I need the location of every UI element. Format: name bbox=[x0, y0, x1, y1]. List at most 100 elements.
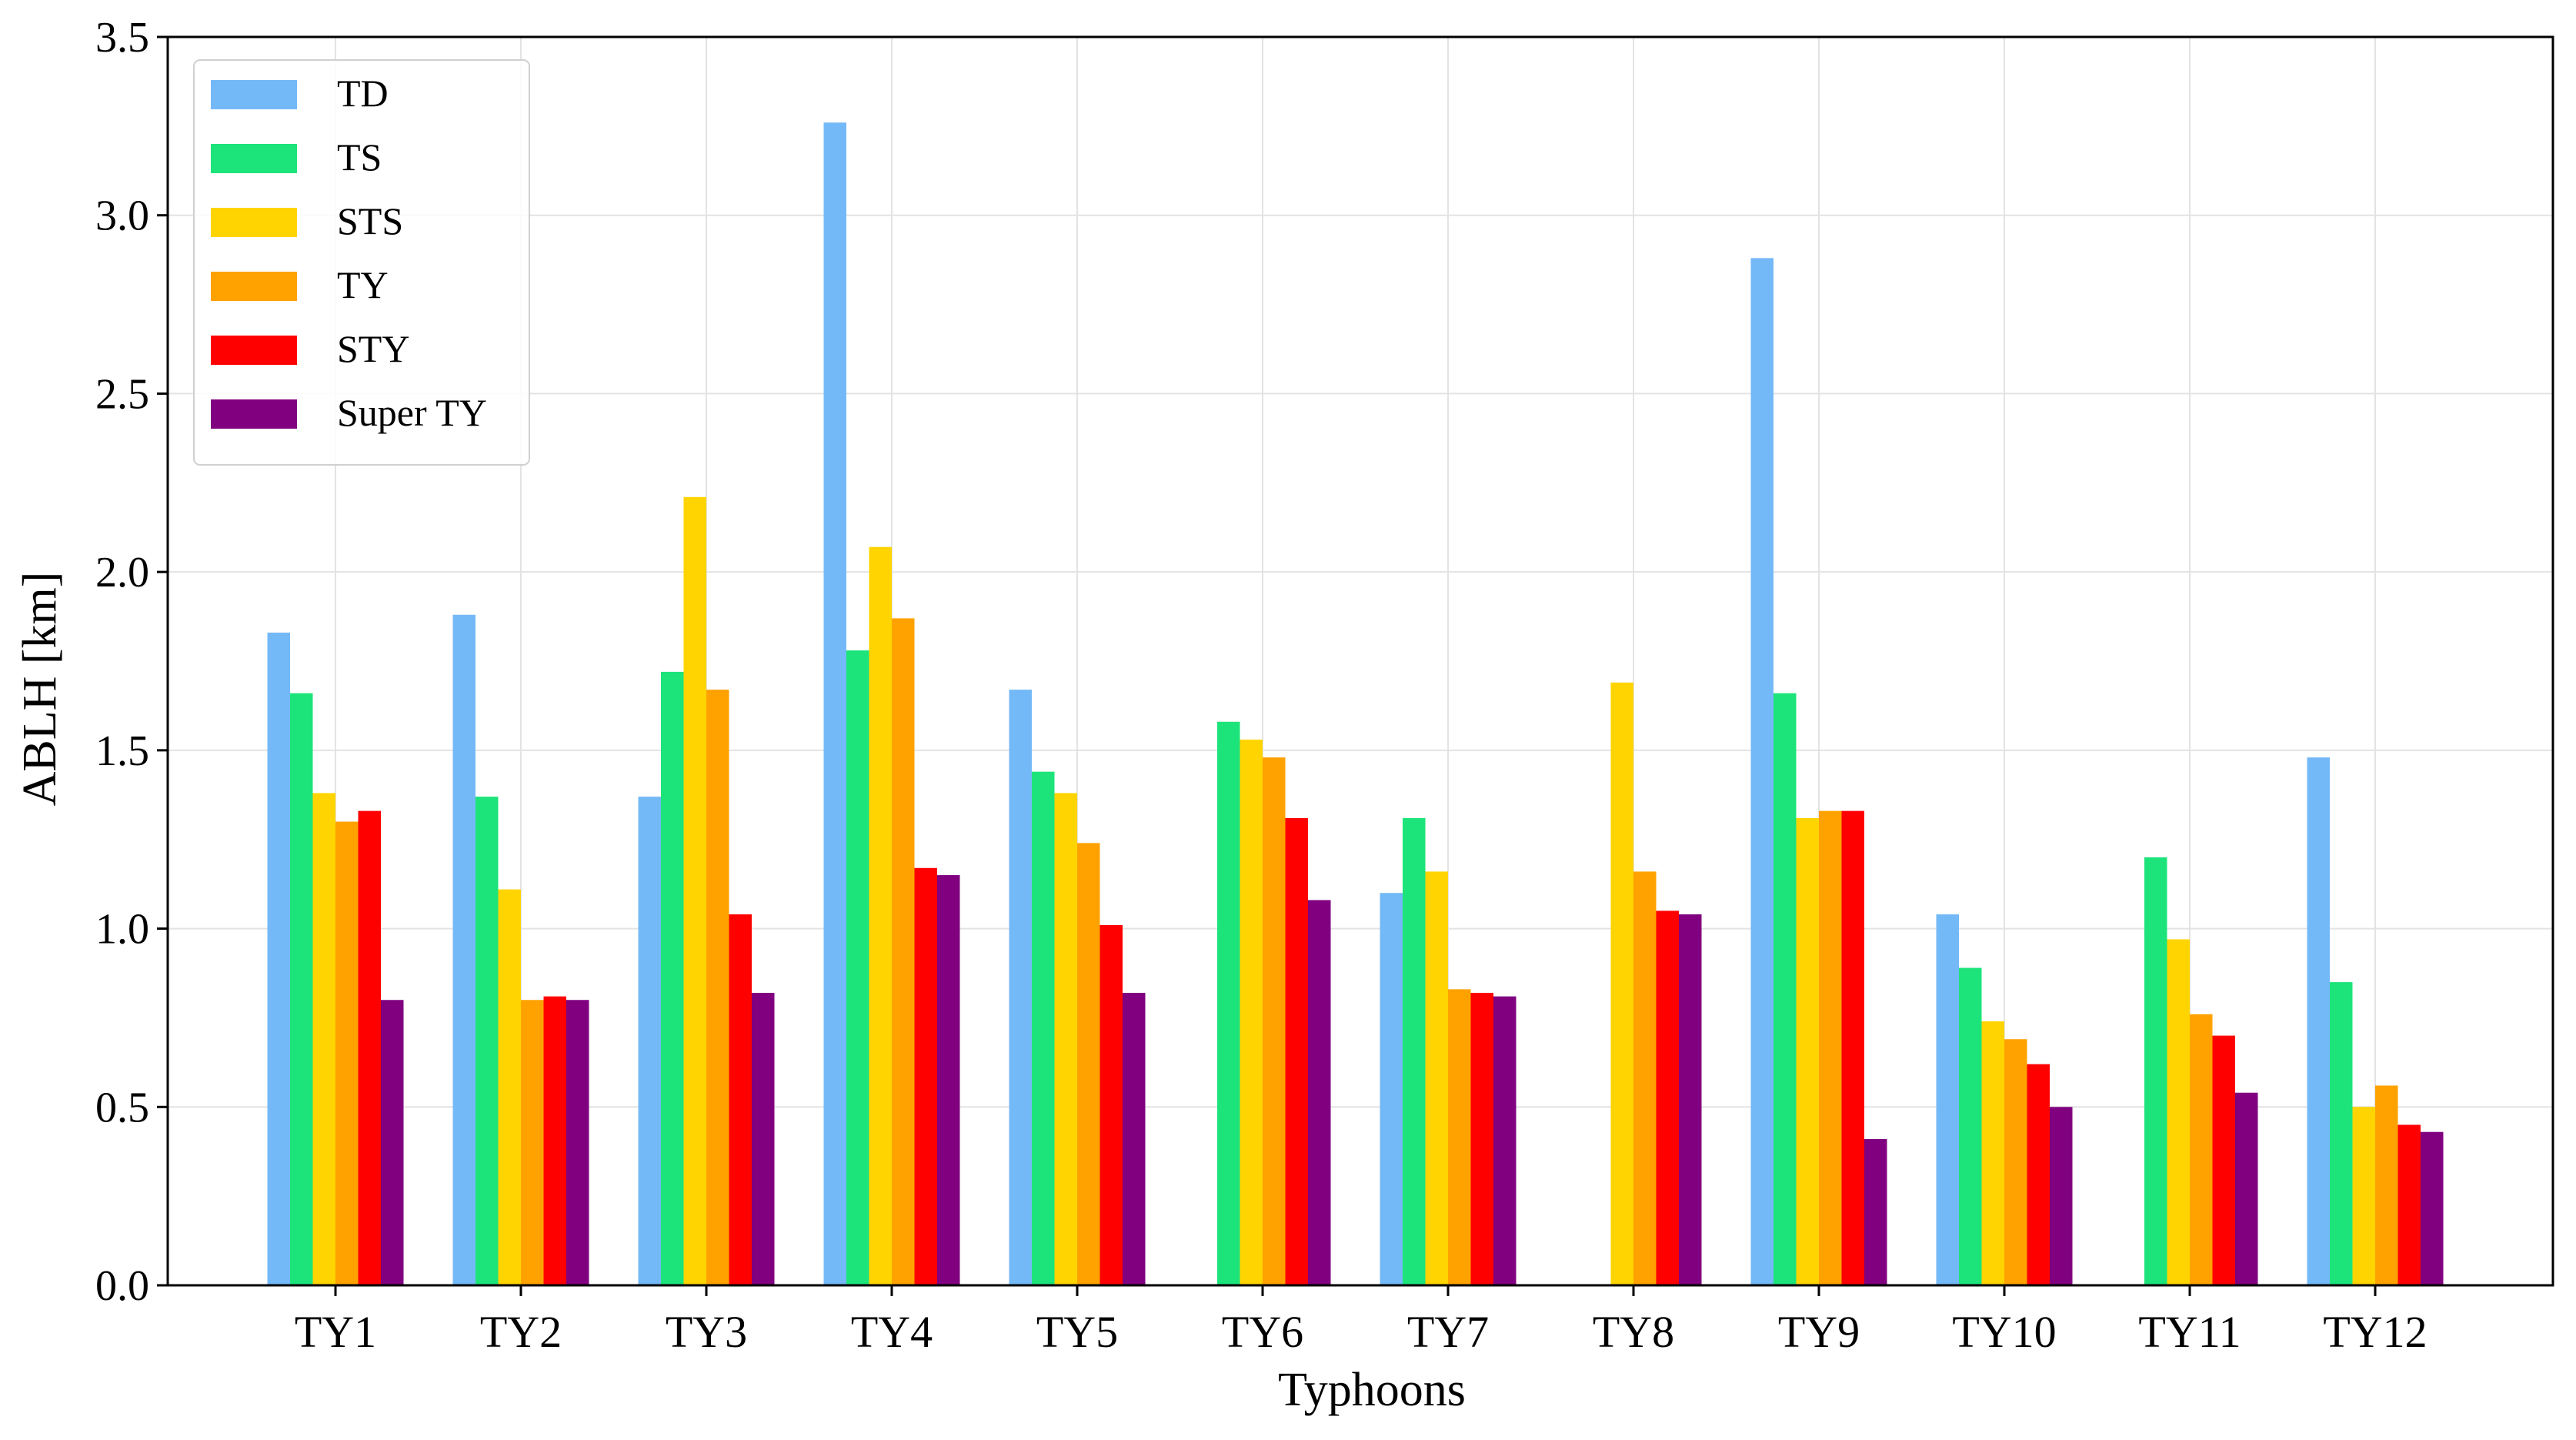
bar-ty6-ty bbox=[1263, 757, 1286, 1285]
bar-ty9-ty bbox=[1819, 810, 1842, 1285]
bar-ty5-sts bbox=[1054, 793, 1077, 1285]
bar-ty3-td bbox=[638, 797, 661, 1285]
x-tick-label: TY11 bbox=[2138, 1307, 2241, 1357]
x-tick-label: TY1 bbox=[295, 1307, 376, 1357]
bar-ty11-ty bbox=[2190, 1014, 2213, 1285]
x-tick-label: TY5 bbox=[1036, 1307, 1118, 1357]
bar-ty9-sts bbox=[1796, 817, 1819, 1285]
bar-ty7-ts bbox=[1403, 817, 1426, 1285]
axes-layer bbox=[166, 35, 2554, 1287]
x-tick-label: TY3 bbox=[666, 1307, 747, 1357]
legend-label: STS bbox=[337, 199, 403, 242]
bar-ty12-sty bbox=[2397, 1124, 2421, 1285]
bar-ty10-ts bbox=[1959, 967, 1982, 1285]
bar-ty5-ty bbox=[1077, 843, 1100, 1285]
x-tick-label: TY7 bbox=[1407, 1307, 1489, 1357]
y-tick-label: 1.5 bbox=[95, 727, 149, 775]
y-tick-label: 0.5 bbox=[95, 1084, 149, 1131]
x-tick-label: TY9 bbox=[1778, 1307, 1860, 1357]
bar-ty2-sts bbox=[498, 889, 521, 1285]
bar-ty3-ty bbox=[706, 690, 729, 1285]
bar-ty4-td bbox=[823, 122, 846, 1285]
bar-ty1-sts bbox=[312, 793, 335, 1285]
x-tick-label: TY4 bbox=[851, 1307, 933, 1357]
y-tick-label: 0.0 bbox=[95, 1262, 149, 1310]
bar-ty12-td bbox=[2307, 757, 2330, 1285]
bar-ty9-td bbox=[1750, 258, 1774, 1286]
y-tick-label: 2.0 bbox=[95, 549, 149, 596]
bar-ty2-ty bbox=[521, 1000, 544, 1285]
bar-ty10-sts bbox=[1981, 1021, 2004, 1285]
bar-ty8-sts bbox=[1610, 682, 1633, 1285]
bar-ty2-super-ty bbox=[566, 1000, 589, 1285]
y-tick-label: 1.0 bbox=[95, 906, 149, 954]
bar-ty11-ts bbox=[2144, 857, 2167, 1285]
bar-ty1-ty bbox=[335, 821, 359, 1285]
y-tick-label: 3.0 bbox=[95, 192, 149, 240]
legend: TD TS STS TY STY Super TY bbox=[193, 59, 530, 466]
bar-ty1-sty bbox=[358, 810, 381, 1285]
legend-swatch bbox=[211, 399, 297, 429]
legend-swatch bbox=[211, 336, 297, 365]
bar-ty8-super-ty bbox=[1679, 914, 1702, 1285]
bar-ty12-sts bbox=[2352, 1107, 2375, 1285]
legend-swatch bbox=[211, 272, 297, 301]
y-tick-label: 2.5 bbox=[95, 370, 149, 418]
legend-label: Super TY bbox=[337, 391, 487, 434]
bar-ty12-super-ty bbox=[2421, 1131, 2444, 1285]
bar-ty7-sty bbox=[1470, 992, 1493, 1285]
bar-ty11-sty bbox=[2212, 1035, 2235, 1285]
bar-ty9-ts bbox=[1774, 693, 1797, 1285]
bar-ty9-sty bbox=[1841, 810, 1864, 1285]
x-tick-label: TY2 bbox=[480, 1307, 562, 1357]
bar-ty10-ty bbox=[2004, 1039, 2027, 1285]
bar-ty11-super-ty bbox=[2235, 1092, 2258, 1285]
bar-ty10-td bbox=[1936, 914, 1959, 1285]
bar-ty1-ts bbox=[290, 693, 313, 1285]
legend-label: TD bbox=[337, 72, 389, 115]
bar-ty11-sts bbox=[2167, 939, 2190, 1285]
bar-ty12-ty bbox=[2375, 1085, 2398, 1285]
bar-ty7-td bbox=[1380, 893, 1403, 1285]
bar-ty6-super-ty bbox=[1308, 900, 1331, 1285]
y-axis-title: ABLH [km] bbox=[14, 572, 66, 807]
bar-ty8-ty bbox=[1633, 871, 1657, 1285]
x-tick-label: TY10 bbox=[1952, 1307, 2056, 1357]
bar-ty6-sts bbox=[1240, 739, 1263, 1285]
plot-frame bbox=[166, 35, 2554, 1287]
bar-ty12-ts bbox=[2330, 982, 2353, 1285]
bar-ty8-sty bbox=[1656, 910, 1679, 1285]
bar-ty7-super-ty bbox=[1493, 996, 1517, 1285]
bar-ty4-ty bbox=[892, 618, 915, 1285]
bar-ty3-sty bbox=[729, 914, 752, 1285]
bar-ty6-sty bbox=[1285, 817, 1308, 1285]
bar-ty10-sty bbox=[2027, 1064, 2050, 1285]
legend-label: STY bbox=[337, 327, 409, 370]
legend-swatch bbox=[211, 144, 297, 173]
bars-layer bbox=[267, 122, 2444, 1286]
bar-ty5-td bbox=[1009, 690, 1032, 1285]
bar-ty5-super-ty bbox=[1123, 992, 1146, 1285]
bar-ty4-sts bbox=[869, 546, 892, 1285]
bar-ty1-td bbox=[267, 632, 290, 1285]
bar-ty3-ts bbox=[661, 671, 684, 1285]
ticks-layer: 0.0 0.5 1.0 1.5 2.0 2.5 3.0 3.5 TY1 TY2 TY3 TY4 TY5 T… bbox=[95, 14, 2428, 1357]
bar-ty9-super-ty bbox=[1864, 1138, 1887, 1285]
bar-ty6-ts bbox=[1217, 721, 1240, 1285]
x-tick-label: TY12 bbox=[2323, 1307, 2427, 1357]
x-axis-title: Typhoons bbox=[1278, 1364, 1466, 1416]
legend-swatch bbox=[211, 208, 297, 237]
bar-ty4-super-ty bbox=[937, 875, 960, 1285]
bar-ty2-sty bbox=[543, 996, 566, 1285]
bar-ty3-sts bbox=[683, 496, 706, 1285]
bar-ty4-ts bbox=[846, 650, 869, 1285]
bar-ty7-sts bbox=[1425, 871, 1448, 1285]
bar-ty4-sty bbox=[914, 867, 937, 1285]
x-tick-label: TY8 bbox=[1593, 1307, 1674, 1357]
x-tick-label: TY6 bbox=[1222, 1307, 1303, 1357]
bar-ty2-td bbox=[452, 614, 475, 1285]
legend-label: TY bbox=[337, 263, 389, 306]
bar-ty5-ts bbox=[1032, 771, 1055, 1285]
